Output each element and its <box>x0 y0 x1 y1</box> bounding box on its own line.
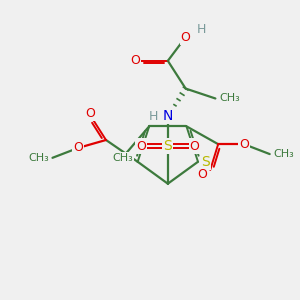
Text: CH₃: CH₃ <box>112 153 133 163</box>
Text: H: H <box>197 22 206 36</box>
Text: O: O <box>73 141 83 154</box>
Text: O: O <box>239 138 249 151</box>
Text: O: O <box>85 107 95 120</box>
Text: CH₃: CH₃ <box>219 94 240 103</box>
Text: CH₃: CH₃ <box>28 153 49 163</box>
Text: N: N <box>163 109 173 123</box>
Text: O: O <box>197 168 207 182</box>
Text: H: H <box>148 110 158 123</box>
Text: O: O <box>130 54 140 67</box>
Text: O: O <box>181 31 190 44</box>
Text: S: S <box>202 155 210 169</box>
Text: S: S <box>164 139 172 153</box>
Text: CH₃: CH₃ <box>273 149 294 159</box>
Text: O: O <box>190 140 200 152</box>
Text: O: O <box>136 140 146 152</box>
